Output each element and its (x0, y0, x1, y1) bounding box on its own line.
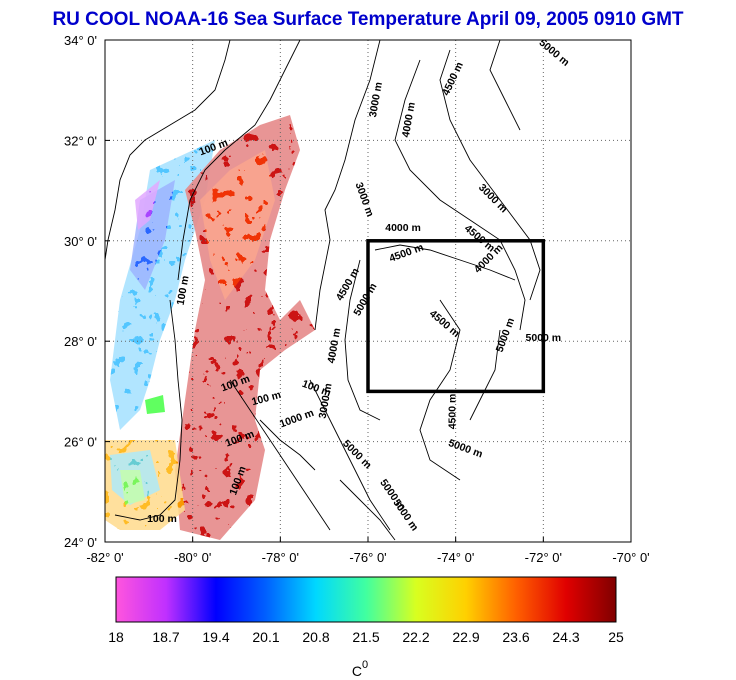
colorbar-tick-label: 22.2 (402, 629, 429, 645)
contour-bahamas-bank (229, 379, 331, 531)
x-tick-label: -72° 0' (525, 550, 562, 565)
colorbar-tick-label: 23.6 (502, 629, 529, 645)
coastline-southeast-us (107, 40, 231, 241)
colorbar-tick-label: 25 (608, 629, 624, 645)
latitude-ticks: 34° 0' 32° 0' 30° 0' 28° 0' 26° 0' 24° 0' (64, 33, 110, 550)
shelf-edge-100m (177, 40, 301, 281)
contour-3000m (314, 40, 381, 331)
colorbar (115, 576, 617, 623)
colorbar-unit-label: C0 (352, 659, 368, 679)
y-tick-label: 26° 0' (64, 435, 97, 450)
x-tick-label: -78° 0' (262, 550, 299, 565)
contour-label: 100 m (175, 275, 192, 306)
bathymetry-contours (105, 40, 541, 541)
colorbar-tick-label: 21.5 (352, 629, 379, 645)
coastline-florida-east (114, 299, 183, 521)
contour-bahamas-west (344, 259, 381, 421)
sst-imagery (105, 110, 330, 540)
contour-label: 100 m (147, 513, 177, 525)
x-tick-label: -80° 0' (174, 550, 211, 565)
map-title: RU COOL NOAA-16 Sea Surface Temperature … (52, 9, 683, 30)
colorbar-tick-label: 18.7 (152, 629, 179, 645)
contour-bahamas-islands (259, 419, 316, 471)
contour-5000m-north (489, 40, 521, 131)
contour-bahamas-south (309, 379, 391, 531)
contour-4000m (394, 59, 526, 331)
contour-deep-south (339, 479, 396, 541)
colorbar-tick-label: 19.4 (202, 629, 229, 645)
y-tick-label: 28° 0' (64, 334, 97, 349)
x-tick-label: -70° 0' (612, 550, 649, 565)
contour-label: 4500 m (447, 394, 459, 430)
colorbar-ticks: 18 18.7 19.4 20.1 20.8 21.5 22.2 22.9 23.6 24.3 25 (108, 629, 624, 645)
y-tick-label: 34° 0' (64, 33, 97, 48)
contour-4500m-south (419, 299, 461, 481)
colorbar-tick-label: 18 (108, 629, 124, 645)
y-tick-label: 24° 0' (64, 535, 97, 550)
contour-5000m-east (469, 329, 501, 421)
y-tick-label: 30° 0' (64, 234, 97, 249)
isolated-patch (145, 395, 165, 414)
colorbar-tick-label: 24.3 (552, 629, 579, 645)
colorbar-tick-label: 22.9 (452, 629, 479, 645)
longitude-ticks: -82° 0' -80° 0' -78° 0' -76° 0' -74° 0' -72° … (86, 537, 650, 565)
colorbar-tick-label: 20.8 (302, 629, 329, 645)
x-tick-label: -74° 0' (437, 550, 474, 565)
x-tick-label: -76° 0' (349, 550, 386, 565)
x-tick-label: -82° 0' (86, 550, 123, 565)
colorbar-tick-label: 20.1 (252, 629, 279, 645)
contour-4500m (439, 49, 541, 301)
y-tick-label: 32° 0' (64, 133, 97, 148)
cloud-speckle (105, 110, 330, 540)
contour-label: 4000 m (385, 222, 421, 234)
contour-box-north (374, 244, 516, 281)
study-area-box (366, 239, 546, 394)
